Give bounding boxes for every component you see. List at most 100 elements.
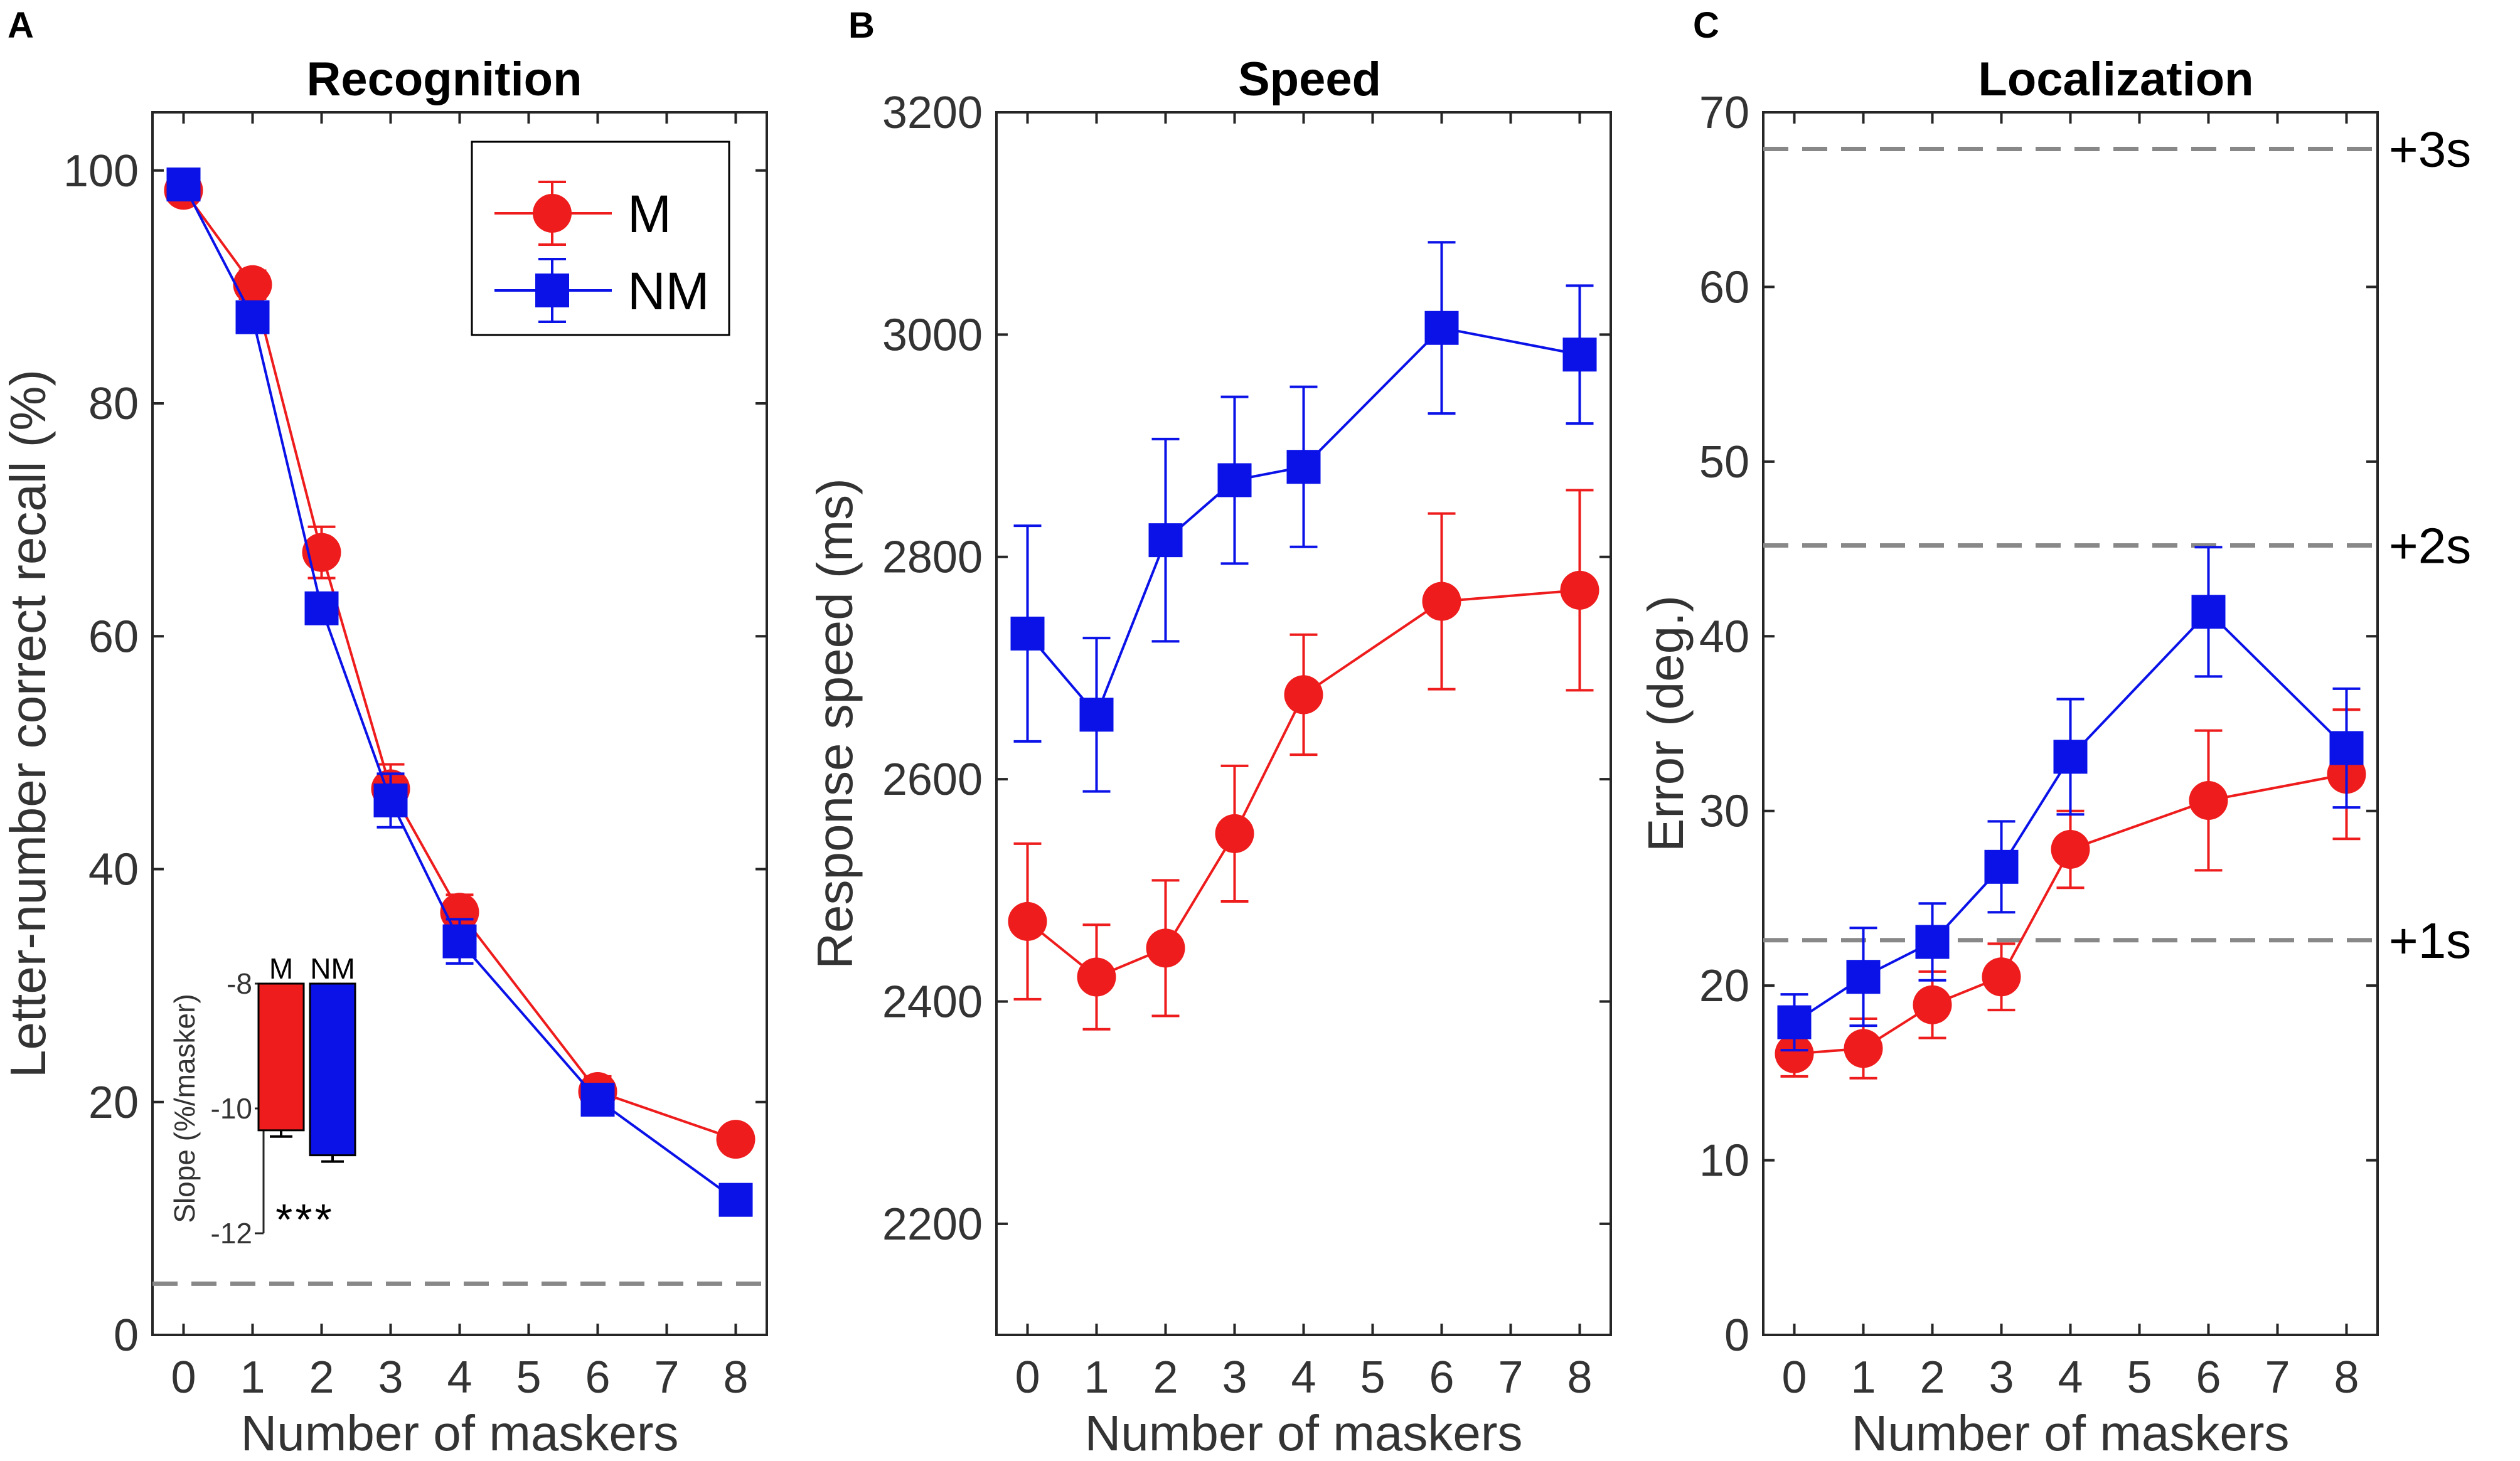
reference-line-label: +2s: [2389, 518, 2471, 574]
inset-category-label: M: [269, 952, 293, 985]
data-point-square: [2329, 731, 2364, 765]
data-point-square: [718, 1182, 753, 1217]
data-point-square: [580, 1083, 615, 1117]
data-point-circle: [1560, 570, 1599, 610]
y-tick-label: 50: [1699, 437, 1749, 487]
x-tick-label: 6: [2196, 1352, 2221, 1403]
y-axis-label: Response speed (ms): [807, 478, 863, 969]
data-point-square: [304, 591, 339, 625]
x-tick-label: 8: [723, 1352, 748, 1403]
y-tick-label: 0: [1724, 1310, 1749, 1361]
x-tick-label: 4: [447, 1352, 472, 1403]
legend-marker-square: [535, 274, 569, 307]
x-tick-label: 1: [240, 1352, 265, 1403]
series-nm: [1777, 546, 2364, 1052]
y-tick-label: 3200: [882, 88, 983, 138]
x-tick-label: 0: [1781, 1352, 1807, 1403]
x-tick-label: 6: [1429, 1352, 1454, 1403]
panel-b: B Speed 0 1 2 3 4 5 6 7 8 2200 2400 2600 2800 3000 3200 N…: [807, 5, 1612, 1461]
y-tick-label: 40: [88, 845, 139, 895]
data-point-circle: [1913, 985, 1952, 1024]
chart-title: Localization: [1978, 53, 2253, 106]
x-tick-label: 2: [309, 1352, 334, 1403]
inset-bar-m: [257, 982, 305, 1132]
legend-entry-m: M: [494, 181, 671, 246]
x-tick-label: 3: [1222, 1352, 1247, 1403]
y-tick-label: 100: [63, 146, 139, 196]
data-point-circle: [1215, 814, 1254, 853]
x-tick-label: 3: [378, 1352, 403, 1403]
y-tick-label: 40: [1699, 612, 1749, 662]
x-tick-label: 4: [2058, 1352, 2083, 1403]
data-point-square: [1915, 925, 1950, 959]
inset-y-tick-label: -12: [211, 1217, 252, 1250]
data-point-circle: [233, 265, 272, 304]
data-point-circle: [2189, 781, 2228, 821]
data-point-circle: [1422, 582, 1461, 621]
data-point-circle: [1982, 957, 2021, 997]
inset-bar-nm: [309, 982, 356, 1157]
y-tick-label: 70: [1699, 88, 1749, 138]
x-tick-label: 8: [2334, 1352, 2359, 1403]
x-axis-label: Number of maskers: [1085, 1405, 1523, 1461]
x-tick-label: 4: [1291, 1352, 1316, 1403]
data-point-circle: [1146, 928, 1185, 968]
x-axis-label: Number of maskers: [1852, 1405, 2290, 1461]
x-tick-label: 6: [585, 1352, 610, 1403]
data-point-square: [442, 924, 477, 959]
data-point-square: [1217, 463, 1252, 497]
x-axis-label: Number of maskers: [241, 1405, 679, 1461]
legend-label: NM: [627, 262, 710, 321]
panel-letter: C: [1693, 5, 1719, 46]
reference-line-label: +1s: [2389, 913, 2471, 969]
data-point-square: [1562, 337, 1597, 372]
y-tick-label: 10: [1699, 1136, 1749, 1186]
data-point-circle: [1844, 1029, 1883, 1068]
panel-letter: A: [8, 5, 34, 46]
legend-entry-nm: NM: [494, 258, 710, 323]
y-tick-label: 2400: [882, 977, 983, 1027]
x-tick-label: 5: [1360, 1352, 1385, 1403]
y-tick-label: 2800: [882, 533, 983, 583]
y-tick-label: 2200: [882, 1199, 983, 1250]
legend-label: M: [627, 184, 671, 243]
x-tick-label: 7: [2265, 1352, 2290, 1403]
inset-category-label: NM: [310, 952, 355, 985]
x-tick-label: 7: [654, 1352, 679, 1403]
x-tick-label: 1: [1850, 1352, 1876, 1403]
x-tick-label: 2: [1153, 1352, 1178, 1403]
data-point-square: [235, 300, 270, 334]
series-nm: [1010, 241, 1597, 793]
inset-significance: ***: [275, 1195, 334, 1244]
legend-box: [471, 141, 730, 336]
x-tick-label: 8: [1567, 1352, 1592, 1403]
data-point-circle: [2051, 829, 2090, 869]
x-tick-label: 7: [1498, 1352, 1523, 1403]
y-tick-label: 0: [114, 1310, 139, 1361]
panel-letter: B: [848, 5, 875, 46]
y-tick-label: 20: [88, 1078, 139, 1128]
y-tick-label: 30: [1699, 787, 1749, 837]
data-point-square: [373, 784, 408, 818]
series-m: [1008, 489, 1599, 1031]
data-point-square: [1777, 1005, 1812, 1039]
series-m: [1775, 708, 2366, 1080]
inset-y-tick-label: -10: [211, 1092, 252, 1125]
data-point-square: [1079, 698, 1114, 732]
chart-title: Speed: [1238, 53, 1381, 106]
data-point-circle: [1284, 675, 1323, 715]
data-point-circle: [1077, 957, 1116, 997]
y-tick-label: 3000: [882, 310, 983, 360]
inset-slope-chart: -8 -10 -12 Slope (%/masker) M NM ***: [168, 952, 356, 1250]
inset-y-tick-label: -8: [227, 967, 252, 1000]
x-tick-label: 5: [516, 1352, 541, 1403]
data-point-square: [2053, 740, 2088, 774]
data-point-square: [166, 167, 201, 202]
y-tick-label: 80: [88, 379, 139, 429]
data-point-square: [1010, 616, 1045, 651]
legend: M NM: [471, 141, 730, 336]
data-point-square: [1148, 523, 1183, 558]
